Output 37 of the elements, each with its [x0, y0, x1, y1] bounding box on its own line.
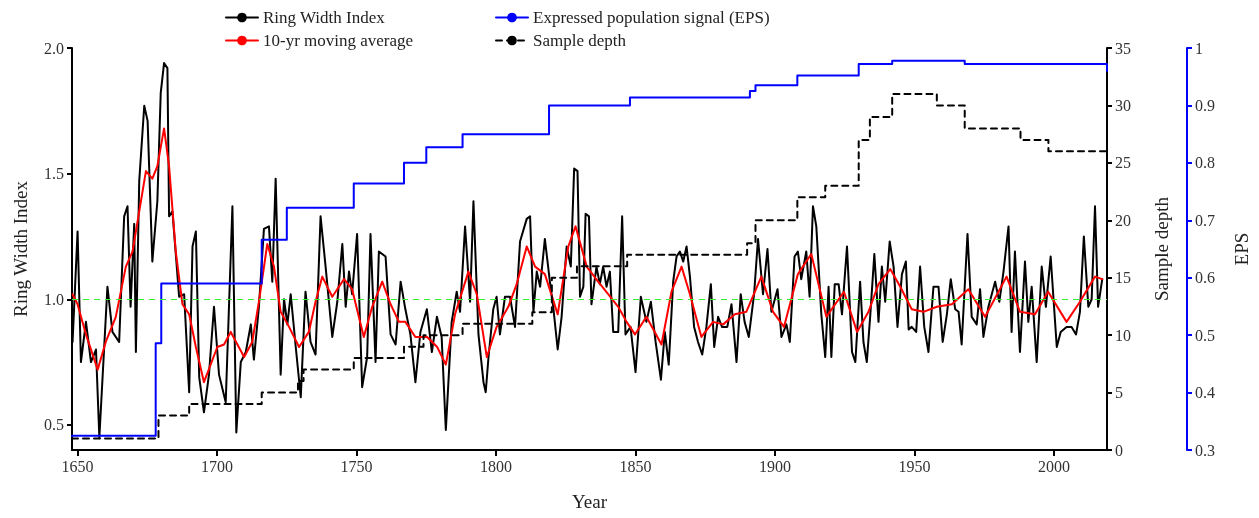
y2-tick-label: 10 — [1115, 326, 1131, 344]
y3-tick-label: 0.5 — [1195, 326, 1215, 344]
y2-tick-label: 5 — [1115, 384, 1123, 402]
y3-tick-label: 0.9 — [1195, 96, 1215, 114]
legend-label: 10-yr moving average — [263, 31, 414, 50]
y3-tick-label: 0.3 — [1195, 441, 1215, 459]
y-tick-label: 2.0 — [44, 39, 64, 57]
y2-tick-label: 35 — [1115, 39, 1131, 57]
x-tick-label: 1900 — [759, 457, 792, 475]
y-axis-title: Ring Width Index — [10, 180, 31, 318]
y2-tick-label: 25 — [1115, 154, 1131, 172]
legend-label: Sample depth — [533, 31, 627, 50]
x-tick-label: 2000 — [1037, 457, 1070, 475]
x-tick-label: 1750 — [340, 457, 373, 475]
y-tick-label: 0.5 — [44, 416, 64, 434]
y3-tick-label: 0.4 — [1195, 384, 1215, 402]
x-tick-label: 1800 — [480, 457, 513, 475]
x-tick-label: 1950 — [898, 457, 931, 475]
y-tick-label: 1.5 — [44, 165, 64, 183]
x-axis-title: Year — [571, 491, 608, 512]
line-series — [71, 127, 1104, 384]
y2-tick-label: 0 — [1115, 441, 1123, 459]
y2-axis-title: Sample depth — [1151, 196, 1172, 301]
x-tick-label: 1700 — [201, 457, 234, 475]
x-tick-label: 1850 — [619, 457, 652, 475]
y3-tick-label: 0.6 — [1195, 269, 1215, 287]
y-tick-label: 1.0 — [44, 290, 64, 308]
legend-label: Expressed population signal (EPS) — [533, 8, 770, 27]
y2-tick-label: 15 — [1115, 269, 1131, 287]
y3-tick-label: 1 — [1195, 39, 1203, 57]
y3-tick-label: 0.7 — [1195, 211, 1215, 229]
x-tick-label: 1650 — [61, 457, 94, 475]
y2-tick-label: 30 — [1115, 96, 1131, 114]
legend-label: Ring Width Index — [263, 8, 386, 27]
y2-tick-label: 20 — [1115, 211, 1131, 229]
y3-tick-label: 0.8 — [1195, 154, 1215, 172]
y3-axis-title: EPS — [1231, 232, 1252, 266]
